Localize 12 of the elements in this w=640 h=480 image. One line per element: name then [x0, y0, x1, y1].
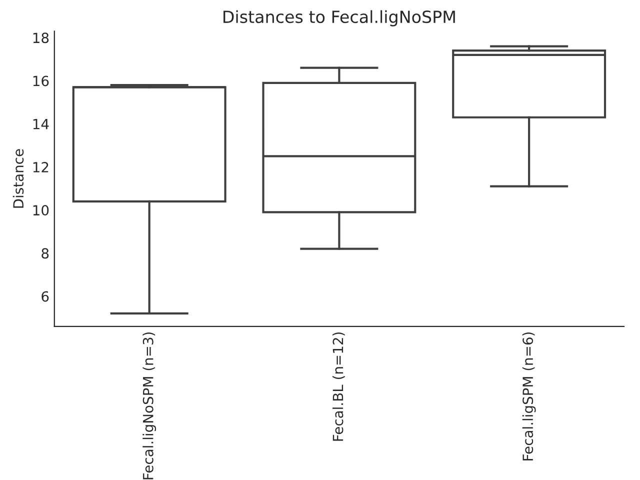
y-axis-title: Distance [12, 149, 24, 208]
y-tick-label: 10 [33, 205, 49, 216]
y-tick-label: 12 [33, 162, 48, 172]
y-tick-label: 14 [33, 119, 49, 130]
x-tick-label: Fecal.ligSPM (n=6) [522, 332, 536, 460]
x-tick-label: Fecal.ligNoSPM (n=3) [142, 332, 156, 480]
y-tick-label: 16 [33, 76, 49, 86]
y-tick-label: 8 [42, 248, 49, 259]
y-tick-label: 18 [33, 32, 49, 44]
chart-title: Distances to Fecal.ligNoSPM [224, 10, 455, 26]
y-tick-label: 6 [42, 291, 49, 302]
x-tick-label: Fecal.BL (n=12) [332, 332, 345, 441]
